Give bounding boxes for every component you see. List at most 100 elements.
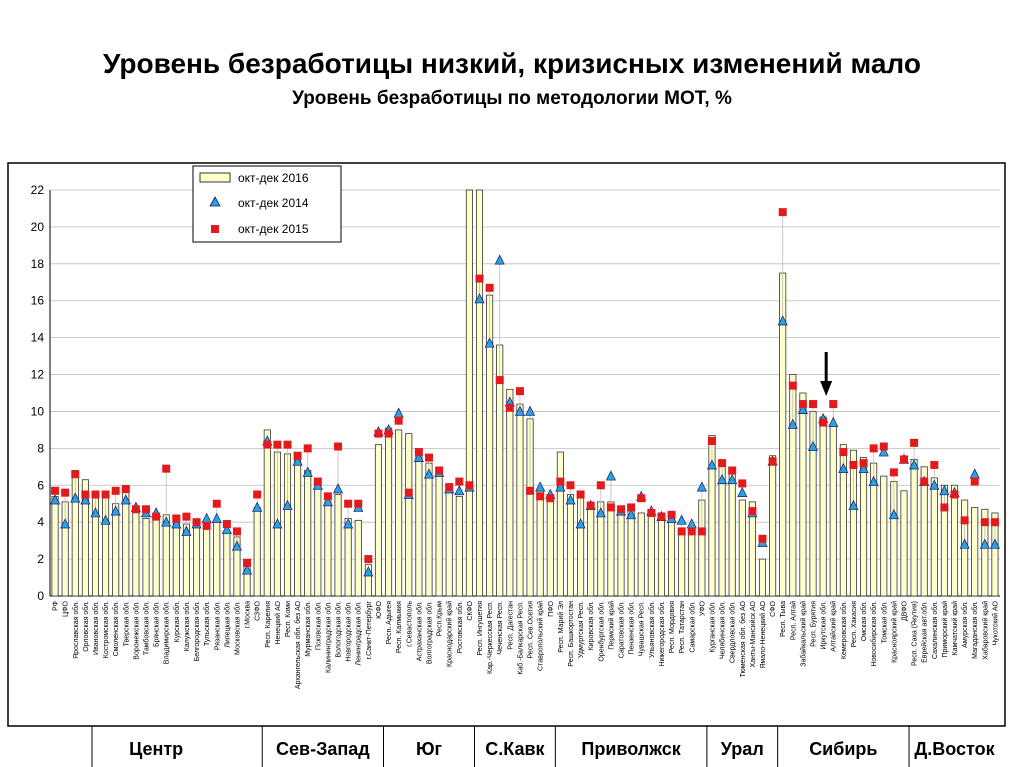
category-label: г.Москва <box>245 601 252 629</box>
category-label: Амурская обл. <box>961 601 969 648</box>
bar-2016 <box>789 374 797 597</box>
bar-2016 <box>829 423 837 597</box>
y-tick-label: 22 <box>31 183 45 197</box>
category-label: Кар.-Черкесская Респ. <box>487 601 494 674</box>
category-label: Респ. Дагестан <box>507 601 514 650</box>
point-2014 <box>706 459 718 470</box>
bar-2016 <box>971 507 979 597</box>
y-tick-label: 2 <box>37 552 44 566</box>
bar-2016 <box>142 518 150 597</box>
bar-2016 <box>122 492 130 597</box>
point-2014 <box>110 505 121 516</box>
point-2014 <box>231 540 243 551</box>
category-label: Саратовская обл. <box>618 601 626 658</box>
category-label: Самарская обл. <box>688 601 696 653</box>
point-2014 <box>393 407 404 418</box>
arrow-head <box>820 381 833 396</box>
point-2014 <box>787 418 798 429</box>
square-series <box>51 208 999 567</box>
point-2015 <box>192 518 201 527</box>
point-2014 <box>979 538 990 549</box>
category-label: Челябинская обл. <box>719 601 727 659</box>
bar-2016 <box>344 518 352 597</box>
category-label: Томская обл. <box>880 601 888 643</box>
bar-series <box>51 189 999 597</box>
category-label: Псковская обл. <box>314 601 322 650</box>
point-2015 <box>202 521 211 530</box>
category-label: Забайкальский край <box>799 601 807 667</box>
point-2015 <box>435 466 444 475</box>
point-2014 <box>242 564 253 575</box>
point-2014 <box>727 473 738 485</box>
bar-2016 <box>981 508 989 597</box>
category-label: Камчатский край <box>951 601 959 655</box>
category-label: ПФО <box>548 600 555 616</box>
point-2014 <box>221 523 232 534</box>
point-2015 <box>768 457 777 466</box>
point-2014 <box>626 509 637 520</box>
bar-2016 <box>748 501 756 597</box>
category-label: Новгородская обл. <box>345 601 353 662</box>
category-label: Новосибирская обл. <box>870 601 878 667</box>
bar-2016 <box>81 479 89 597</box>
y-tick-label: 14 <box>31 331 45 345</box>
point-2014 <box>605 470 616 481</box>
point-2015 <box>121 484 130 493</box>
point-2015 <box>647 508 656 517</box>
point-2015 <box>131 505 140 514</box>
point-2015 <box>445 483 454 492</box>
bar-2016 <box>607 501 615 597</box>
bar-2016 <box>758 558 767 597</box>
category-label: Алтайский край <box>830 601 838 652</box>
point-2014 <box>969 468 980 479</box>
category-label: Астраханская обл. <box>415 601 423 661</box>
bar-2016 <box>910 459 918 597</box>
point-2014 <box>838 462 849 474</box>
category-label: Брянская обл. <box>153 601 161 647</box>
bar-2016 <box>536 488 544 597</box>
region-label: Сибирь <box>809 739 877 759</box>
point-2015 <box>617 505 626 514</box>
bar-2016 <box>475 189 484 597</box>
point-2014 <box>60 518 71 529</box>
point-2015 <box>859 459 868 468</box>
category-label: Респ. Мордовия <box>669 601 676 654</box>
point-2015 <box>485 283 494 292</box>
point-2014 <box>474 293 485 304</box>
point-2015 <box>394 416 403 425</box>
point-2015 <box>960 516 969 525</box>
bar-2016 <box>566 494 575 597</box>
bar-2016 <box>324 501 332 597</box>
category-label: Рязанская обл. <box>213 601 221 650</box>
point-2014 <box>807 440 819 451</box>
point-2015 <box>232 527 241 536</box>
category-label: Пензенская обл. <box>628 601 636 655</box>
point-2014 <box>322 496 333 507</box>
point-2015 <box>424 453 433 462</box>
bar-2016 <box>839 444 847 597</box>
point-2015 <box>677 527 686 536</box>
point-2015 <box>152 512 161 521</box>
point-2015 <box>101 490 110 499</box>
category-label: Респ. Калмыкия <box>396 601 403 653</box>
page-subtitle: Уровень безработицы по методологии МОТ, … <box>292 88 732 109</box>
point-2014 <box>413 451 424 462</box>
point-2014 <box>524 405 536 416</box>
point-2015 <box>839 448 848 457</box>
bar-2016 <box>263 429 271 597</box>
point-2014 <box>878 446 889 457</box>
point-2014 <box>49 494 61 505</box>
point-2015 <box>788 381 797 390</box>
point-2015 <box>950 490 959 499</box>
category-label: Орловская обл. <box>82 601 90 652</box>
legend: окт-дек 2016 окт-дек 2014 окт-дек 2015 <box>192 165 342 243</box>
y-tick-label: 4 <box>37 515 44 529</box>
point-2015 <box>586 501 595 510</box>
category-label: Смоленская обл. <box>112 601 120 656</box>
category-label: Тамбовская обл. <box>143 601 151 655</box>
point-2015 <box>495 376 504 385</box>
y-tick-label: 18 <box>31 257 45 271</box>
point-2014 <box>514 405 526 416</box>
point-2015 <box>667 510 676 519</box>
point-2015 <box>899 455 908 464</box>
